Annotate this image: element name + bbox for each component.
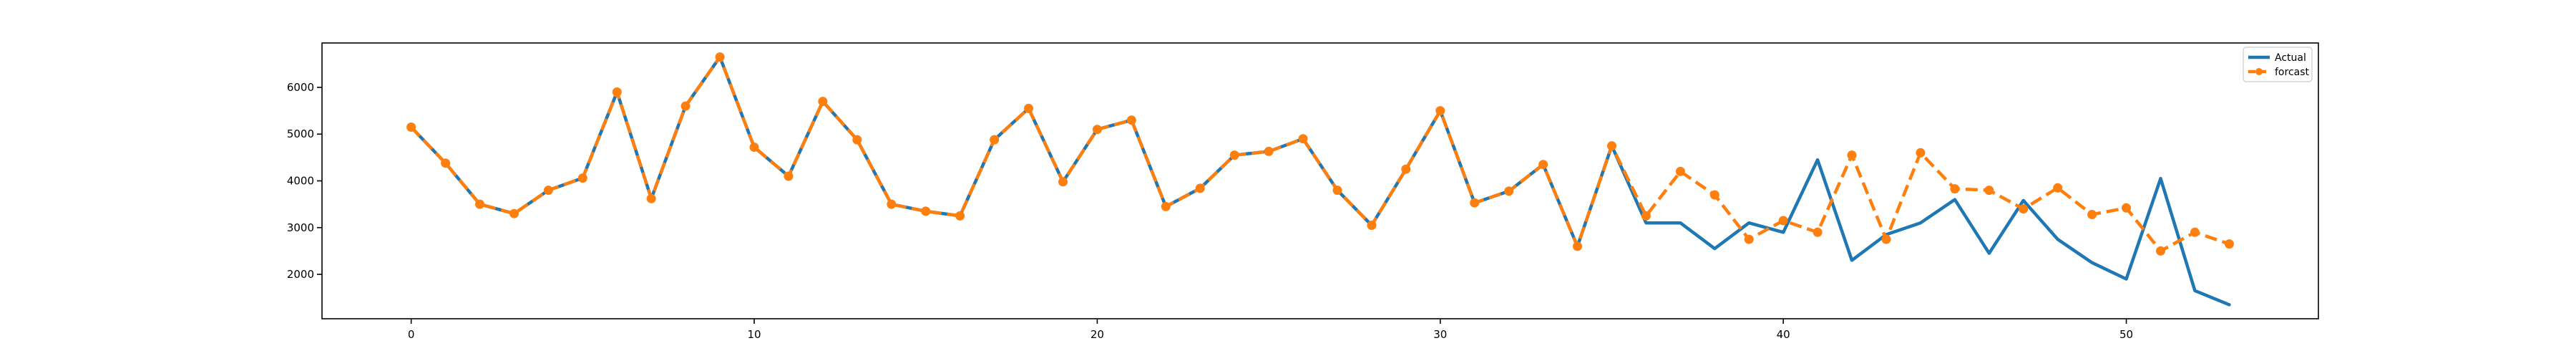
series-1-point-28 [1367, 221, 1377, 230]
plot-frame [321, 42, 2319, 319]
legend: Actual forcast [2243, 47, 2313, 82]
series-1-point-3 [509, 208, 519, 218]
series-1-point-17 [990, 135, 1000, 145]
x-tick-label: 40 [1777, 328, 1790, 341]
x-tick-label: 30 [1433, 328, 1447, 341]
series-1-point-37 [1675, 166, 1685, 176]
y-tick-label: 4000 [287, 175, 314, 188]
series-1-point-21 [1126, 115, 1136, 125]
series-1-point-7 [646, 193, 656, 203]
x-axis: 0 10 20 30 40 50 [408, 319, 2133, 341]
series-1-point-16 [955, 211, 965, 221]
series-1-point-15 [921, 206, 931, 216]
series-1-point-43 [1881, 234, 1891, 244]
series-line-1 [409, 55, 2230, 253]
series-1-point-50 [2122, 203, 2131, 213]
series-1-point-22 [1161, 201, 1171, 211]
y-tick-label: 2000 [287, 268, 314, 281]
series-1-point-24 [1229, 150, 1239, 160]
series-1-point-26 [1298, 134, 1308, 144]
series-1-point-5 [577, 173, 587, 183]
x-tick-label: 50 [2119, 328, 2133, 341]
series-1-point-6 [612, 87, 622, 97]
series-1-point-4 [543, 186, 553, 196]
y-axis: 2000 3000 4000 5000 6000 [287, 81, 322, 281]
x-tick-label: 0 [408, 328, 415, 341]
series-1-point-44 [1916, 148, 1926, 158]
legend-swatch-marker [2255, 68, 2263, 75]
series-1-point-49 [2087, 210, 2097, 219]
series-1-point-35 [1607, 141, 1616, 151]
series-1-point-8 [680, 101, 691, 111]
series-1-point-1 [441, 158, 451, 168]
series-line-0 [409, 55, 2231, 307]
series-1-point-20 [1092, 125, 1102, 135]
series-1-point-40 [1778, 216, 1788, 226]
y-tick-label: 6000 [287, 81, 314, 94]
series-1-point-12 [818, 97, 828, 107]
series-1-point-13 [852, 135, 862, 145]
series-1-point-0 [406, 122, 416, 132]
series-1-point-19 [1058, 177, 1068, 187]
series-1-point-29 [1401, 164, 1411, 174]
series-1-point-25 [1264, 146, 1274, 156]
series-1-point-27 [1332, 186, 1342, 196]
series-1-point-23 [1195, 183, 1205, 193]
series-1-point-53 [2224, 239, 2234, 249]
series-1-point-47 [2019, 204, 2029, 214]
series-1-point-30 [1435, 106, 1445, 116]
series-1-point-18 [1024, 103, 1033, 113]
x-tick-label: 10 [747, 328, 761, 341]
series-1-point-34 [1573, 241, 1582, 251]
series-1-point-41 [1813, 227, 1823, 237]
series-1-point-48 [2053, 183, 2063, 193]
y-tick-label: 5000 [287, 127, 314, 140]
series-1-point-9 [715, 52, 725, 62]
series-1-point-10 [749, 143, 759, 152]
series-1-point-14 [887, 199, 897, 209]
legend-label: Actual [2275, 52, 2306, 64]
series-1-point-39 [1744, 234, 1754, 244]
series-1-point-52 [2190, 227, 2200, 237]
series-1-point-11 [784, 171, 794, 181]
y-tick-label: 3000 [287, 221, 314, 234]
series-1-point-33 [1538, 160, 1548, 170]
series-1-point-46 [1984, 186, 1994, 196]
series-1-point-51 [2156, 246, 2165, 256]
series-1-point-38 [1709, 190, 1719, 200]
series-1-point-36 [1641, 211, 1651, 221]
series-1-point-42 [1847, 150, 1857, 160]
series-1-point-32 [1504, 186, 1514, 196]
x-tick-label: 20 [1091, 328, 1104, 341]
series-1-point-31 [1470, 198, 1480, 208]
legend-label: forcast [2275, 67, 2310, 78]
series-1-point-2 [475, 199, 484, 209]
series-1-point-45 [1950, 184, 1960, 194]
